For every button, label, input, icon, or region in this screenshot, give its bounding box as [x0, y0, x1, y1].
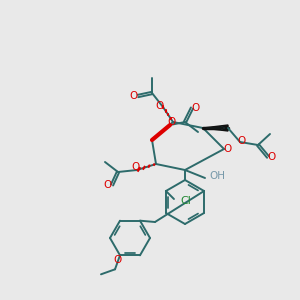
Text: O: O — [132, 162, 140, 172]
Text: O: O — [237, 136, 245, 146]
Polygon shape — [203, 125, 228, 131]
Text: O: O — [130, 91, 138, 101]
Text: OH: OH — [209, 171, 225, 181]
Text: O: O — [267, 152, 275, 162]
Text: O: O — [104, 180, 112, 190]
Text: O: O — [192, 103, 200, 113]
Text: Cl: Cl — [180, 196, 191, 206]
Text: O: O — [224, 144, 232, 154]
Text: O: O — [156, 101, 164, 111]
Text: O: O — [114, 255, 122, 265]
Text: O: O — [167, 117, 175, 127]
